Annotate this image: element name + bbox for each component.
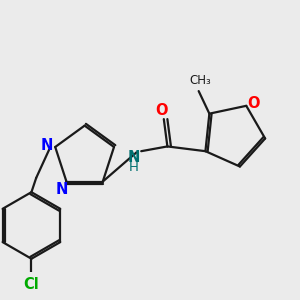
Text: H: H: [129, 161, 139, 174]
Text: O: O: [247, 96, 260, 111]
Text: N: N: [128, 150, 140, 165]
Text: Cl: Cl: [24, 278, 39, 292]
Text: CH₃: CH₃: [189, 74, 211, 87]
Text: N: N: [56, 182, 68, 197]
Text: N: N: [41, 138, 53, 153]
Text: O: O: [155, 103, 168, 118]
